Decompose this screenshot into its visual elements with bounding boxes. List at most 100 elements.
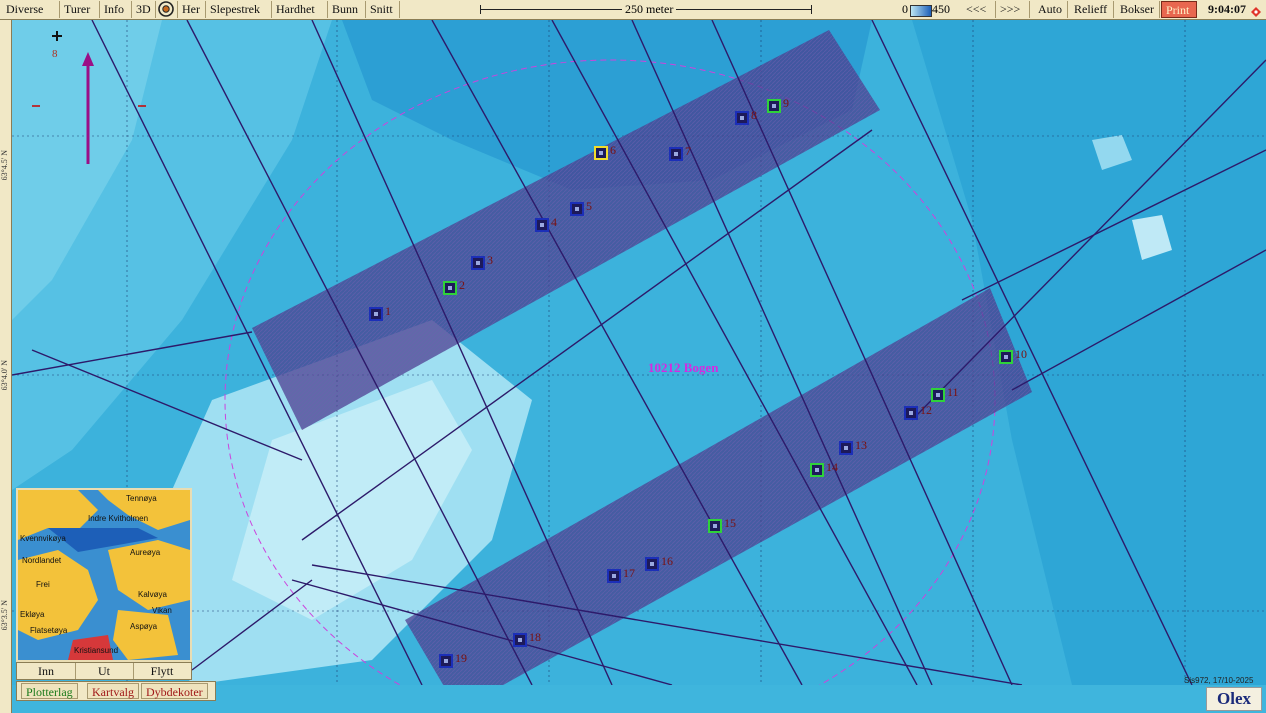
- chart-canvas[interactable]: [12, 20, 1266, 685]
- waypoint-label: 2: [459, 278, 465, 292]
- minimap-label: Frei: [36, 580, 50, 589]
- waypoint-icon: [650, 562, 654, 566]
- waypoint-icon: [936, 393, 940, 397]
- waypoint-icon: [815, 468, 819, 472]
- waypoint-marker[interactable]: [708, 519, 722, 533]
- depth-min: 0: [902, 2, 908, 16]
- waypoint-label: 15: [724, 516, 736, 530]
- menu-hardhet[interactable]: Hardhet: [272, 1, 328, 18]
- minimap-label: Aureøya: [130, 548, 161, 557]
- menu-turer[interactable]: Turer: [60, 1, 100, 18]
- minimap-label: Aspøya: [130, 622, 158, 631]
- print-button[interactable]: Print: [1161, 1, 1197, 18]
- compass-button[interactable]: [156, 1, 178, 18]
- kartvalg-button[interactable]: Kartvalg: [87, 683, 139, 699]
- layer-controls: Plotterlag Kartvalg Dybdekoter: [16, 681, 216, 701]
- waypoint-marker[interactable]: [535, 218, 549, 232]
- place-label: 10212 Bogen: [648, 360, 719, 375]
- waypoint-label: 5: [586, 199, 592, 213]
- shallow-zone: [232, 380, 472, 620]
- minimap-label: Kvennvikøya: [20, 534, 66, 543]
- waypoint-icon: [575, 207, 579, 211]
- waypoint-marker[interactable]: [999, 350, 1013, 364]
- waypoint-marker[interactable]: [369, 307, 383, 321]
- depth-legend: 0 450: [900, 1, 956, 18]
- alarm-icon[interactable]: [1251, 4, 1261, 17]
- menu-3d[interactable]: 3D: [132, 1, 156, 18]
- zoom-in-button[interactable]: Inn: [17, 663, 76, 679]
- waypoint-icon: [674, 152, 678, 156]
- waypoint-icon: [599, 151, 603, 155]
- waypoint-label: 12: [920, 403, 932, 417]
- menu-slepestrek[interactable]: Slepestrek: [206, 1, 272, 18]
- waypoint-marker[interactable]: [471, 256, 485, 270]
- nav-forward-button[interactable]: >>>: [996, 1, 1030, 18]
- waypoint-marker[interactable]: [443, 281, 457, 295]
- minimap-label: Nordlandet: [22, 556, 62, 565]
- waypoint-marker[interactable]: [810, 463, 824, 477]
- waypoint-marker[interactable]: [570, 202, 584, 216]
- menu-bunn[interactable]: Bunn: [328, 1, 366, 18]
- waypoint-icon: [476, 261, 480, 265]
- waypoint-label: 10: [1015, 347, 1027, 361]
- waypoint-icon: [540, 223, 544, 227]
- lat-label: 63°3.5' N: [0, 600, 9, 631]
- lat-label: 63°4.0' N: [0, 360, 9, 391]
- waypoint-icon: [444, 659, 448, 663]
- waypoint-label: 17: [623, 566, 635, 580]
- waypoint-marker[interactable]: [513, 633, 527, 647]
- corridor-lower-hatch: [405, 288, 1032, 685]
- lat-label: 63°4.5' N: [0, 150, 9, 181]
- top-toolbar: Diverse Turer Info 3D Her Slepestrek Har…: [0, 0, 1266, 20]
- minimap-label: Flatsetøya: [30, 626, 68, 635]
- minimap-label: Ekløya: [20, 610, 45, 619]
- waypoint-label: 16: [661, 554, 673, 568]
- move-button[interactable]: Flytt: [150, 664, 174, 678]
- waypoint-icon: [772, 104, 776, 108]
- shallow-zone: [12, 20, 162, 320]
- waypoint-label: 11: [947, 385, 959, 399]
- waypoint-icon: [612, 574, 616, 578]
- overview-minimap[interactable]: Tennøya Indre Kvitholmen Kvennvikøya Aur…: [16, 488, 192, 662]
- menu-snitt[interactable]: Snitt: [366, 1, 400, 18]
- minimap-label: Indre Kvitholmen: [88, 514, 149, 523]
- waypoint-label: 7: [685, 144, 691, 158]
- bokser-button[interactable]: Bokser: [1116, 1, 1160, 18]
- waypoint-marker[interactable]: [645, 557, 659, 571]
- minimap-label: Kalvøya: [138, 590, 167, 599]
- waypoint-label: 13: [855, 438, 867, 452]
- menu-her[interactable]: Her: [178, 1, 206, 18]
- waypoint-label: 3: [487, 253, 493, 267]
- waypoint-marker[interactable]: [904, 406, 918, 420]
- waypoint-marker[interactable]: [607, 569, 621, 583]
- chart-credit: Sis972, 17/10-2025: [1184, 676, 1254, 685]
- deep-zone: [912, 20, 1266, 685]
- scale-bar: 250 meter: [480, 0, 812, 19]
- clock: 9:04:07: [1208, 2, 1246, 16]
- waypoint-icon: [844, 446, 848, 450]
- nav-back-button[interactable]: <<<: [962, 1, 996, 18]
- waypoint-label: 18: [529, 630, 541, 644]
- waypoint-marker[interactable]: [931, 388, 945, 402]
- relieff-button[interactable]: Relieff: [1070, 1, 1114, 18]
- waypoint-marker[interactable]: [735, 111, 749, 125]
- waypoint-marker[interactable]: [839, 441, 853, 455]
- zoom-out-button[interactable]: Ut: [75, 663, 134, 679]
- minimap-label: Vikan: [152, 606, 172, 615]
- auto-button[interactable]: Auto: [1034, 1, 1068, 18]
- waypoint-label: 8: [751, 108, 757, 122]
- waypoint-marker[interactable]: [439, 654, 453, 668]
- menu-diverse[interactable]: Diverse: [2, 1, 60, 18]
- chart-map[interactable]: 8 10212 Bogen 1 2 3 4 5 6 7 8 9 10 11 12 13 14 15 16 17 1…: [12, 20, 1266, 685]
- rock: [1092, 135, 1132, 170]
- north-marker-label: 8: [52, 48, 58, 60]
- olex-logo: Olex: [1206, 687, 1262, 711]
- waypoint-icon: [713, 524, 717, 528]
- waypoint-marker[interactable]: [594, 146, 608, 160]
- menu-info[interactable]: Info: [100, 1, 132, 18]
- rock: [1132, 215, 1172, 260]
- plotterlag-button[interactable]: Plotterlag: [21, 683, 78, 699]
- waypoint-marker[interactable]: [669, 147, 683, 161]
- waypoint-marker[interactable]: [767, 99, 781, 113]
- dybdekoter-button[interactable]: Dybdekoter: [141, 683, 208, 699]
